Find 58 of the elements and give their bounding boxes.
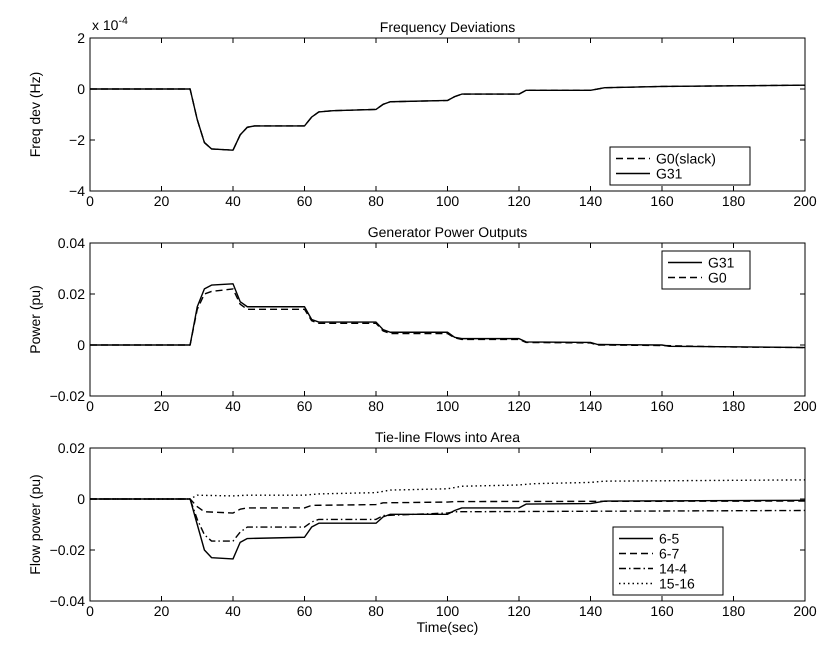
- x-tick-label: 180: [722, 193, 746, 209]
- y-tick-label: −0.04: [50, 593, 86, 609]
- y-tick-label: −0.02: [50, 542, 86, 558]
- legend-label: 15-16: [659, 576, 696, 592]
- x-tick-label: 100: [436, 398, 460, 414]
- x-tick-label: 60: [296, 398, 312, 414]
- x-tick-label: 180: [722, 398, 746, 414]
- x-tick-label: 120: [507, 603, 531, 619]
- legend-label: G0(slack): [656, 150, 716, 166]
- x-tick-label: 60: [296, 193, 312, 209]
- x-tick-label: 140: [578, 603, 602, 619]
- legend-label: G0: [708, 270, 727, 286]
- x-tick-label: 160: [650, 398, 674, 414]
- text: x 10$^{-4}$: [92, 15, 128, 33]
- x-tick-label: 80: [368, 398, 384, 414]
- x-tick-label: 160: [650, 193, 674, 209]
- y-axis-title: Flow power (pu): [27, 474, 43, 575]
- y-tick-label: −2: [69, 132, 86, 148]
- x-tick-label: 80: [368, 193, 384, 209]
- x-tick-label: 200: [793, 193, 817, 209]
- x-tick-label: 100: [436, 603, 460, 619]
- x-tick-label: 20: [154, 603, 170, 619]
- legend-label: G31: [656, 166, 683, 182]
- x-tick-label: 40: [225, 398, 241, 414]
- x-tick-label: 40: [225, 603, 241, 619]
- y-tick-label: −0.02: [50, 388, 86, 404]
- legend-label: 6-5: [659, 530, 680, 546]
- chart-title: Tie-line Flows into Area: [375, 429, 520, 445]
- x-tick-label: 40: [225, 193, 241, 209]
- legend-label: G31: [708, 254, 735, 270]
- legend-label: 6-7: [659, 546, 680, 562]
- y-tick-label: 0.02: [58, 286, 86, 302]
- x-tick-label: 160: [650, 603, 674, 619]
- x-tick-label: 120: [507, 193, 531, 209]
- x-tick-label: 200: [793, 398, 817, 414]
- x-tick-label: 60: [296, 603, 312, 619]
- y-tick-label: 0.04: [58, 235, 86, 251]
- x-tick-label: 100: [436, 193, 460, 209]
- y-tick-label: −4: [69, 183, 86, 199]
- y-tick-label: 0: [77, 491, 86, 507]
- y-axis-title: Power (pu): [27, 285, 43, 354]
- x-tick-label: 180: [722, 603, 746, 619]
- x-tick-label: 20: [154, 193, 170, 209]
- x-tick-label: 120: [507, 398, 531, 414]
- x-tick-label: 20: [154, 398, 170, 414]
- y-tick-label: 0: [77, 337, 86, 353]
- x-tick-label: 80: [368, 603, 384, 619]
- chart-title: Frequency Deviations: [380, 19, 516, 35]
- y-tick-label: 0: [77, 81, 86, 97]
- chart-title: Generator Power Outputs: [368, 224, 528, 240]
- x-axis-title: Time(sec): [416, 619, 478, 635]
- x-tick-label: 140: [578, 398, 602, 414]
- x-tick-label: 140: [578, 193, 602, 209]
- y-tick-label: 2: [77, 30, 86, 46]
- y-axis-title: Freq dev (Hz): [27, 72, 43, 158]
- y-tick-label: 0.02: [58, 440, 86, 456]
- x-tick-label: 200: [793, 603, 817, 619]
- legend-label: 14-4: [659, 560, 688, 576]
